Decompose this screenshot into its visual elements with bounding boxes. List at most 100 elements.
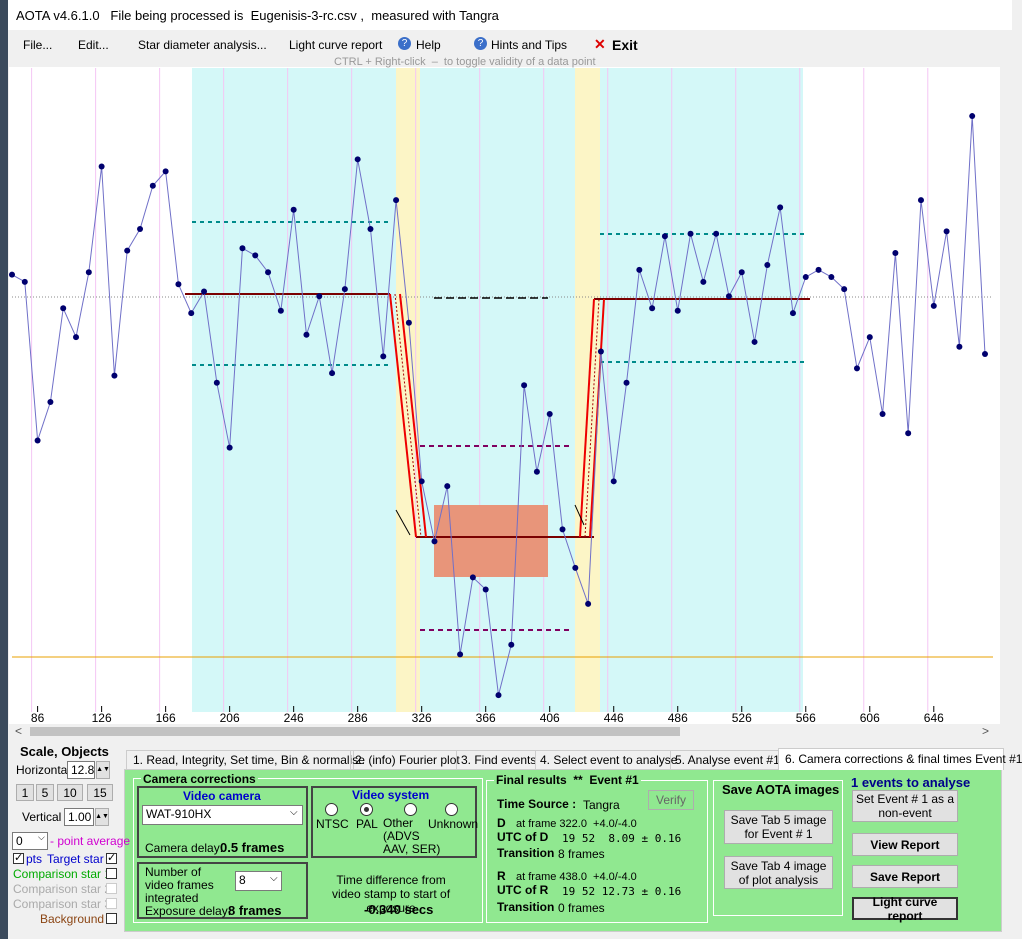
step-button[interactable]: 15 bbox=[87, 784, 113, 801]
frames-select[interactable]: 8 bbox=[235, 871, 282, 891]
group-title: Save AOTA images bbox=[722, 782, 840, 797]
value: 8 frames bbox=[558, 847, 605, 861]
label: D bbox=[497, 816, 506, 830]
data-point bbox=[252, 252, 259, 259]
checkbox[interactable] bbox=[106, 868, 117, 879]
checkbox[interactable]: ✓ bbox=[106, 852, 117, 864]
menu-item[interactable]: File... bbox=[23, 38, 53, 52]
data-point bbox=[469, 574, 476, 581]
vertical-input[interactable]: 1.00 bbox=[64, 808, 94, 826]
menu-item[interactable]: Edit... bbox=[78, 38, 109, 52]
data-point bbox=[303, 331, 310, 338]
model-edge bbox=[399, 293, 427, 538]
tab[interactable]: 2. (info) Fourier plot bbox=[350, 750, 460, 770]
label: UTC of R bbox=[497, 883, 549, 897]
step-button[interactable]: 1 bbox=[16, 784, 34, 801]
data-point bbox=[73, 334, 80, 341]
band bbox=[420, 68, 575, 712]
data-point bbox=[777, 204, 784, 211]
data-point bbox=[751, 338, 758, 345]
step-button[interactable]: 5 bbox=[36, 784, 54, 801]
object-label: Target star bbox=[47, 852, 104, 866]
step-button[interactable]: 10 bbox=[57, 784, 83, 801]
save-report-button[interactable]: Save Report bbox=[852, 865, 958, 888]
data-point bbox=[917, 197, 924, 204]
data-point bbox=[943, 228, 950, 235]
data-point bbox=[111, 372, 118, 379]
camera-select[interactable]: WAT-910HX bbox=[142, 805, 303, 825]
desktop-strip bbox=[0, 0, 8, 939]
label: Transition bbox=[497, 900, 555, 914]
band bbox=[575, 68, 600, 712]
data-point bbox=[47, 399, 54, 406]
checkbox[interactable] bbox=[106, 898, 117, 909]
x-tick-label: 526 bbox=[732, 711, 752, 725]
data-point bbox=[764, 262, 771, 269]
radio-label: Unknown bbox=[428, 817, 479, 831]
data-point bbox=[700, 278, 707, 285]
x-tick-label: 566 bbox=[796, 711, 816, 725]
dropdown-arrow: ⌵ bbox=[290, 807, 298, 818]
view-report-button[interactable]: View Report bbox=[852, 833, 958, 856]
menu-item[interactable]: Help bbox=[416, 38, 441, 52]
data-point bbox=[981, 350, 988, 357]
data-point bbox=[34, 437, 41, 444]
data-point bbox=[636, 266, 643, 273]
verify-button[interactable]: Verify bbox=[648, 790, 694, 810]
data-point bbox=[802, 274, 809, 281]
scroll-arrow[interactable]: < bbox=[15, 724, 22, 738]
data-point bbox=[354, 156, 361, 163]
group-box bbox=[133, 778, 483, 923]
menu-item[interactable]: Hints and Tips bbox=[491, 38, 568, 52]
checkbox[interactable] bbox=[106, 883, 117, 894]
radio[interactable] bbox=[325, 803, 338, 816]
average-select[interactable]: 0 bbox=[12, 832, 48, 850]
value: 0.5 frames bbox=[220, 840, 285, 855]
object-label: Comparison star 2 bbox=[13, 882, 112, 896]
group-title: Final results ** Event #1 bbox=[494, 773, 641, 787]
radio[interactable] bbox=[404, 803, 417, 816]
grid-layer: 86 126 166 206 246 286 326 366 406 446 486 526 566 60… bbox=[31, 68, 944, 725]
tab[interactable]: 4. Select event to analyse bbox=[535, 750, 677, 770]
menu-item[interactable]: Star diameter analysis... bbox=[138, 38, 267, 52]
x-tick-label: 486 bbox=[668, 711, 688, 725]
scroll-thumb[interactable] bbox=[30, 727, 680, 736]
save-button[interactable]: Save Tab 4 image of plot analysis bbox=[724, 856, 833, 889]
data-point bbox=[341, 286, 348, 293]
save-button[interactable]: Save Tab 5 image for Event # 1 bbox=[724, 810, 833, 844]
radio-label: PAL bbox=[356, 817, 378, 831]
data-point bbox=[892, 250, 899, 257]
light-curve-report-button[interactable]: Light curve report bbox=[852, 895, 958, 923]
radio-label: Other (ADVS AAV, SER) bbox=[383, 816, 441, 856]
event-button[interactable]: Set Event # 1 as a non-event bbox=[852, 790, 958, 822]
data-point bbox=[572, 564, 579, 571]
group-box bbox=[137, 862, 308, 919]
data-point bbox=[405, 319, 412, 326]
x-tick-label: 406 bbox=[540, 711, 560, 725]
tab[interactable]: 5. Analyse event #1 bbox=[670, 750, 780, 770]
x-tick-label: 606 bbox=[860, 711, 880, 725]
data-point bbox=[559, 526, 566, 533]
spinner[interactable]: ▲▼ bbox=[96, 761, 110, 779]
group-box bbox=[137, 786, 308, 858]
data-point bbox=[188, 310, 195, 317]
label: Vertical bbox=[22, 810, 62, 824]
menu-item[interactable]: Light curve report bbox=[289, 38, 383, 52]
tab-selected[interactable]: 6. Camera corrections & final times Even… bbox=[778, 748, 1022, 770]
checkbox[interactable]: ✓ bbox=[13, 852, 24, 864]
data-point bbox=[853, 365, 860, 372]
data-point bbox=[418, 478, 425, 485]
object-label: Background bbox=[40, 912, 105, 926]
data-point bbox=[905, 430, 912, 437]
checkbox[interactable] bbox=[106, 913, 117, 924]
horizontal-input[interactable]: 12.8 bbox=[67, 761, 95, 779]
scroll-arrow[interactable]: > bbox=[982, 724, 989, 738]
data-point bbox=[162, 168, 169, 175]
tab[interactable]: 3. Find events bbox=[456, 750, 536, 770]
menu-item[interactable]: Exit bbox=[612, 37, 638, 53]
spinner[interactable]: ▲▼ bbox=[95, 808, 109, 826]
radio[interactable] bbox=[445, 803, 458, 816]
tab[interactable]: 1. Read, Integrity, Set time, Bin & norm… bbox=[126, 750, 365, 770]
data-point bbox=[60, 305, 67, 312]
